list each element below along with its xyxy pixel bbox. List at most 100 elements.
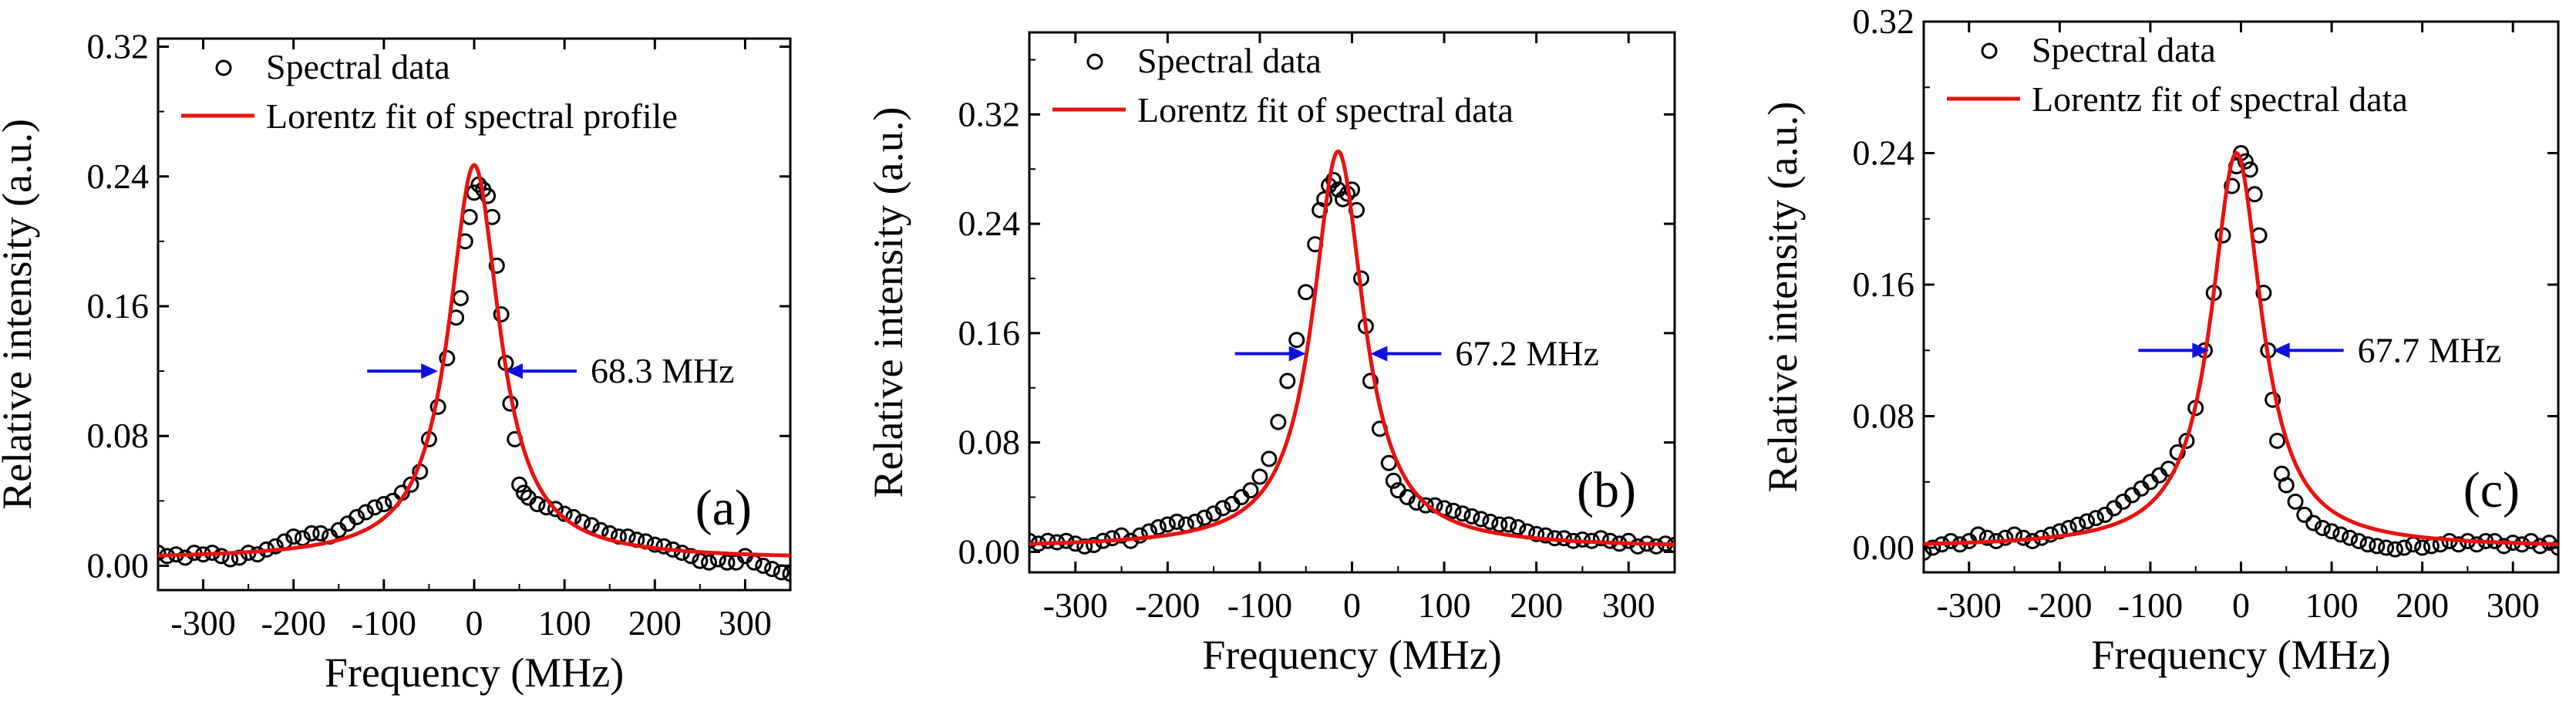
data-point — [1500, 516, 1517, 533]
data-point — [529, 496, 546, 513]
legend-label-fit: Lorentz fit of spectral data — [1137, 90, 1514, 130]
data-point — [357, 504, 374, 521]
x-tick-label: 200 — [1510, 585, 1563, 625]
data-point — [1076, 538, 1093, 555]
data-point — [2323, 523, 2340, 540]
y-tick-label: 0.16 — [87, 286, 150, 326]
x-tick-label: 100 — [2305, 585, 2359, 625]
data-point — [2314, 519, 2331, 536]
data-point — [701, 554, 718, 571]
data-point — [349, 508, 365, 525]
y-tick-label: 0.08 — [1853, 396, 1915, 436]
data-point — [366, 499, 383, 516]
data-point — [2550, 539, 2558, 556]
data-point — [2342, 529, 2359, 546]
y-tick-label: 0.32 — [87, 27, 150, 66]
x-tick-label: 100 — [1418, 585, 1471, 625]
data-point — [1491, 516, 1508, 533]
y-tick-label: 0.24 — [1853, 133, 1915, 173]
x-tick-label: 200 — [2396, 585, 2449, 625]
x-tick-label: -300 — [1937, 585, 2002, 625]
y-tick-label: 0.16 — [1853, 265, 1915, 304]
data-point — [1592, 530, 1609, 547]
data-point — [1463, 508, 1480, 525]
data-point — [2051, 523, 2068, 540]
data-point — [1168, 513, 1185, 530]
data-point — [1214, 500, 1231, 517]
y-tick-label: 0.24 — [87, 157, 150, 196]
data-point — [439, 349, 456, 366]
y-axis-label: Relative intensity (a.u.) — [865, 107, 911, 498]
fwhm-arrow-right-head — [2272, 342, 2290, 359]
panel-a: -300 -200 -100 0 100 200 300 0.00 0.08 0.16 0.24 0.… — [0, 27, 792, 696]
data-point — [1362, 373, 1379, 390]
y-tick-label: 0.00 — [87, 545, 150, 585]
y-tick-label: 0.08 — [958, 423, 1021, 462]
data-point — [2079, 513, 2096, 530]
legend-label-fit: Lorentz fit of spectral data — [2032, 79, 2408, 119]
data-point — [2255, 285, 2272, 302]
panel-b: -300 -200 -100 0 100 200 300 0.00 0.08 0.16 0.24 0.… — [865, 31, 1676, 678]
x-tick-label: 0 — [466, 603, 483, 643]
data-point — [1298, 284, 1315, 301]
data-point — [402, 476, 419, 493]
y-axis-label: Relative intensity (a.u.) — [0, 119, 40, 510]
data-point — [2378, 539, 2395, 556]
x-tick-label: 0 — [1343, 585, 1361, 625]
data-point — [1924, 539, 1941, 556]
data-point — [312, 525, 329, 542]
data-point — [452, 289, 469, 306]
data-point — [1131, 527, 1148, 544]
data-point — [2386, 541, 2403, 558]
data-point — [1251, 468, 1268, 485]
y-axis-label: Relative intensity (a.u.) — [1759, 102, 1806, 493]
data-point — [177, 549, 194, 566]
data-point — [2359, 536, 2376, 553]
data-point — [1385, 472, 1402, 489]
data-point — [285, 528, 302, 545]
data-point — [2369, 538, 2386, 555]
data-point — [1233, 489, 1250, 506]
x-axis-label: Frequency (MHz) — [1202, 632, 1501, 678]
x-tick-label: -100 — [352, 603, 416, 643]
fwhm-arrow-right-head — [506, 363, 523, 380]
y-tick-label: 0.00 — [1853, 528, 1915, 567]
fwhm-arrow-left-head — [1288, 346, 1306, 362]
legend-marker-circle — [1981, 42, 1998, 59]
data-point — [773, 564, 790, 581]
data-point — [1029, 532, 1038, 549]
data-point — [488, 257, 505, 274]
lorentz-fit-line — [158, 163, 790, 558]
data-point — [1454, 505, 1471, 522]
fwhm-label: 67.2 MHz — [1455, 333, 1599, 373]
data-point — [2414, 539, 2431, 556]
data-point — [213, 548, 230, 565]
data-point — [1288, 332, 1305, 349]
data-point — [2468, 536, 2485, 553]
x-tick-label: 100 — [538, 603, 591, 643]
data-point — [2269, 432, 2286, 449]
data-point — [1417, 497, 1434, 514]
data-point — [2495, 538, 2512, 555]
x-tick-label: 0 — [2232, 585, 2250, 625]
x-axis-label: Frequency (MHz) — [2091, 632, 2390, 678]
y-tick-label: 0.00 — [958, 531, 1021, 571]
legend-label-scatter: Spectral data — [2032, 30, 2216, 69]
data-point — [2531, 538, 2548, 555]
legend-label-fit: Lorentz fit of spectral profile — [266, 96, 678, 136]
panel-label: (b) — [1577, 462, 1636, 518]
data-point — [1648, 538, 1665, 555]
data-point — [375, 496, 392, 513]
y-tick-label: 0.32 — [1853, 2, 1915, 41]
data-point — [1039, 532, 1056, 549]
data-point — [466, 184, 483, 201]
fwhm-label: 68.3 MHz — [591, 351, 735, 390]
fwhm-arrow-right-head — [1370, 346, 1388, 362]
data-point — [2278, 477, 2295, 494]
data-point — [1445, 502, 1462, 519]
legend-marker-circle — [215, 59, 232, 76]
data-point — [303, 525, 320, 542]
data-point — [782, 565, 790, 582]
data-point — [755, 557, 772, 574]
